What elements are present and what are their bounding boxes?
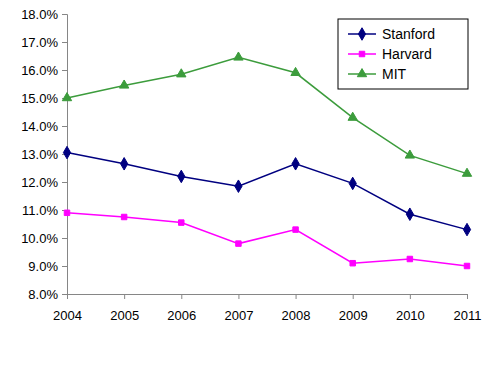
series-marker [350,260,355,265]
x-tick: 2007 [224,294,253,323]
series-marker [236,241,241,246]
series-marker [235,180,242,192]
y-tick: 11.0% [22,203,67,218]
x-tick: 2011 [454,294,482,323]
x-tick-label: 2004 [53,308,82,323]
x-tick-mark [67,294,68,299]
legend-label: Stanford [382,26,435,42]
series-marker [463,223,470,235]
x-axis-line [68,295,468,300]
series-marker [121,158,128,170]
x-tick: 2005 [110,294,139,323]
series-marker [462,168,471,176]
x-tick-label: 2011 [454,308,482,323]
x-tick-label: 2007 [224,308,253,323]
y-tick: 12.0% [21,175,67,190]
legend-marker [359,51,364,56]
x-tick-label: 2010 [396,308,425,323]
y-tick-label: 18.0% [21,7,58,22]
series-marker [293,227,298,232]
x-tick: 2004 [53,294,82,323]
x-tick: 2008 [282,294,311,323]
series-marker [62,93,71,101]
series-line [67,213,467,266]
x-tick-mark [296,294,297,299]
x-tick-mark [181,294,182,299]
series [64,210,469,269]
y-tick-label: 13.0% [21,147,58,162]
y-tick-mark [62,14,67,15]
legend-marker [358,28,365,40]
y-tick-label: 14.0% [21,119,58,134]
y-axis: 8.0% 9.0% 10.0% 11.0% 12.0% 13.0% 14.0% 15.0% 16… [21,7,67,302]
legend-box [338,19,468,89]
y-tick-label: 11.0% [22,203,58,218]
x-tick-mark [467,294,468,299]
series-marker [178,170,185,182]
x-axis: 2004 2005 2006 2007 2008 2009 2010 2011 [53,294,481,323]
y-tick: 8.0% [28,287,67,302]
x-tick: 2009 [339,294,368,323]
y-tick: 10.0% [21,231,67,246]
x-tick-label: 2008 [282,308,311,323]
series-marker [177,69,186,77]
y-tick: 15.0% [21,91,67,106]
x-tick-mark [410,294,411,299]
series-marker [64,210,69,215]
legend-item: Stanford [348,26,435,42]
y-tick-mark [62,294,67,295]
y-tick-label: 16.0% [21,63,58,78]
legend: Stanford Harvard MIT [338,19,468,89]
y-tick-label: 9.0% [28,259,58,274]
y-tick: 13.0% [21,147,67,162]
series-marker [179,220,184,225]
y-tick-mark [62,182,67,183]
series-marker [349,177,356,189]
y-tick-label: 17.0% [21,35,58,50]
legend-label: MIT [382,66,407,82]
legend-item: MIT [348,66,407,82]
x-tick: 2010 [396,294,425,323]
y-tick-mark [62,266,67,267]
series-marker [292,158,299,170]
series-line [67,153,467,230]
x-tick-mark [353,294,354,299]
series-marker [348,112,357,120]
series-marker [291,67,300,75]
y-tick: 14.0% [21,119,67,134]
y-tick-label: 12.0% [21,175,58,190]
series-marker [406,208,413,220]
x-tick-mark [238,294,239,299]
y-tick-mark [62,238,67,239]
series-marker [121,214,126,219]
series-marker [405,150,414,158]
y-tick: 17.0% [21,35,67,50]
y-tick-label: 15.0% [21,91,58,106]
series [63,146,470,235]
y-tick-mark [62,42,67,43]
x-tick-label: 2005 [110,308,139,323]
x-tick-label: 2006 [167,308,196,323]
series-marker [119,80,128,88]
x-tick: 2006 [167,294,196,323]
chart: 8.0% 9.0% 10.0% 11.0% 12.0% 13.0% 14.0% 15.0% 16… [0,0,500,371]
y-tick: 9.0% [28,259,67,274]
plot: 8.0% 9.0% 10.0% 11.0% 12.0% 13.0% 14.0% 15.0% 16… [21,7,481,324]
legend-item: Harvard [348,46,432,62]
x-tick-mark [124,294,125,299]
legend-marker [357,69,366,77]
y-tick-label: 10.0% [21,231,58,246]
legend-label: Harvard [382,46,432,62]
y-tick: 16.0% [21,63,67,78]
series-marker [464,263,469,268]
series-marker [234,52,243,60]
y-tick: 18.0% [21,7,67,22]
series-marker [63,146,70,158]
y-tick-mark [62,126,67,127]
y-tick-mark [62,70,67,71]
series-marker [407,256,412,261]
x-tick-label: 2009 [339,308,368,323]
y-tick-label: 8.0% [28,287,58,302]
